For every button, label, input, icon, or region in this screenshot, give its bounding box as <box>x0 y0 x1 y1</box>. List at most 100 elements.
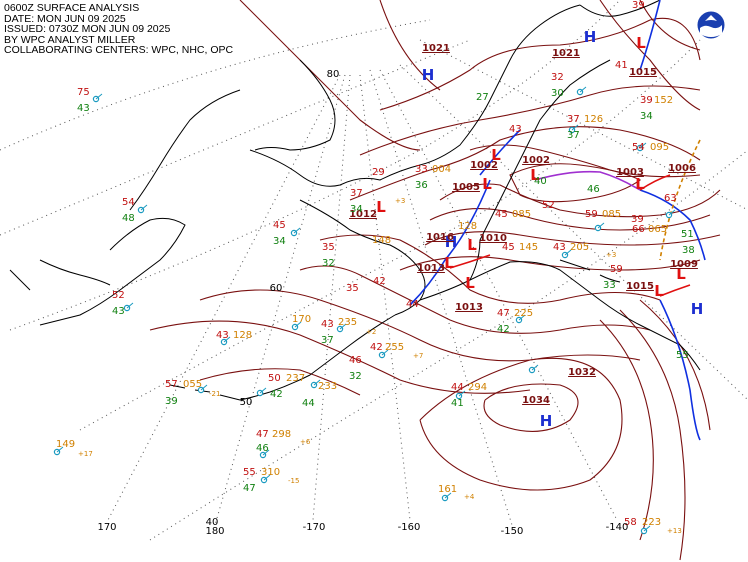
header-title: 0600Z SURFACE ANALYSIS <box>4 2 140 14</box>
station-dewpoint: 42 <box>270 389 283 400</box>
header-issued: ISSUED: 0730Z MON JUN 09 2025 <box>4 23 171 35</box>
observations-layer: 75 54 52 45 35 37 29 33 35 42 43 43 46 42 57 50 47 55 44 47… <box>56 0 695 535</box>
central-pressure-label: 1013 <box>455 302 483 313</box>
station-temperature: 46 <box>349 355 362 366</box>
station-dewpoint: 32 <box>322 258 335 269</box>
station-pressure: 225 <box>514 308 533 319</box>
station-pressure: 237 <box>286 373 305 384</box>
station-temperature: 63 <box>664 193 677 204</box>
station-dewpoint: 34 <box>350 204 363 215</box>
station-pressure: 055 <box>183 379 202 390</box>
central-pressure-label: 1009 <box>670 259 698 270</box>
low-pressure-center: L <box>676 265 686 283</box>
header-analyst: BY WPC ANALYST MILLER <box>4 33 136 46</box>
wind-barb <box>564 249 572 256</box>
grid-coordinate-label: -170 <box>303 522 326 533</box>
station-dewpoint: 41 <box>451 398 464 409</box>
station-pressure: 152 <box>654 95 673 106</box>
central-pressure-label: 1015 <box>629 67 657 78</box>
station-temperature: 39 <box>640 95 653 106</box>
cold-front <box>409 179 491 306</box>
station-pressure: 298 <box>272 429 291 440</box>
wind-barb <box>518 314 526 321</box>
high-pressure-center: H <box>445 233 458 251</box>
station-temperature: 39 <box>632 0 645 11</box>
station-dewpoint: 51 <box>681 229 694 240</box>
wind-barb <box>531 364 539 371</box>
warm-front <box>449 254 491 269</box>
station-temperature: 35 <box>322 242 335 253</box>
high-pressure-center: H <box>584 28 597 46</box>
station-dewpoint: 44 <box>302 398 315 409</box>
grid-labels-layer: 80 60 50 40 170 180 -170 -160 -150 -140 <box>97 69 628 537</box>
header-date: DATE: MON JUN 09 2025 <box>4 12 126 25</box>
wind-barb <box>263 474 271 481</box>
station-dewpoint: 30 <box>551 88 564 99</box>
station-pressure: 128 <box>233 330 252 341</box>
grid-coordinate-label: -150 <box>501 526 524 537</box>
station-temperature: 42 <box>370 342 383 353</box>
central-pressure-label: 1015 <box>626 281 654 292</box>
cold-front <box>639 189 706 261</box>
grid-coordinate-label: 80 <box>327 69 340 80</box>
station-temperature: 37 <box>567 114 580 125</box>
station-pressure: 310 <box>261 467 280 478</box>
wind-barb <box>200 384 208 391</box>
pressure-labels-layer: 1021 1021 1015 1002 1002 1005 1003 1006 1012 1016… <box>349 43 698 406</box>
occluded-front <box>534 170 641 191</box>
station-temperature: 54 <box>122 197 135 208</box>
station-temperature: 43 <box>216 330 229 341</box>
pressure-tendency: +6 <box>300 438 311 446</box>
station-dewpoint: 55 <box>676 350 689 361</box>
station-dewpoint: 34 <box>640 111 653 122</box>
grid-coordinate-label: -140 <box>606 522 629 533</box>
station-pressure: 235 <box>338 317 357 328</box>
station-pressure: 145 <box>519 242 538 253</box>
station-pressure: 294 <box>468 382 487 393</box>
station-temperature: 58 <box>624 517 637 528</box>
station-dewpoint: 27 <box>476 92 489 103</box>
station-temperature: 59 <box>610 264 623 275</box>
station-pressure: 126 <box>584 114 603 125</box>
wind-barb <box>140 204 148 211</box>
station-dewpoint: 39 <box>165 396 178 407</box>
station-dewpoint: 47 <box>243 483 256 494</box>
station-temperature: 43 <box>321 319 334 330</box>
warm-front <box>659 284 691 297</box>
wind-barb <box>95 93 103 100</box>
central-pressure-label: 1013 <box>417 263 445 274</box>
station-temperature: 42 <box>373 276 386 287</box>
wind-barb <box>293 227 301 234</box>
station-pressure: 170 <box>292 314 311 325</box>
station-dewpoint: 34 <box>273 236 286 247</box>
kamchatka-coast <box>39 217 186 326</box>
station-temperature: 47 <box>497 308 510 319</box>
stations-layer <box>53 86 676 535</box>
low-pressure-center: L <box>636 34 646 52</box>
station-dewpoint: 32 <box>349 371 362 382</box>
station-temperature: 55 <box>243 467 256 478</box>
central-pressure-label: 1002 <box>522 155 550 166</box>
cold-front <box>639 0 661 71</box>
coastlines <box>9 0 701 401</box>
trough <box>659 139 701 261</box>
station-dewpoint: 33 <box>603 280 616 291</box>
station-pressure: 255 <box>385 342 404 353</box>
station-temperature: 57 <box>165 379 178 390</box>
wind-barb <box>294 321 302 328</box>
wind-barb <box>668 209 676 216</box>
station-temperature: 41 <box>615 60 628 71</box>
station-dewpoint: 43 <box>112 306 125 317</box>
station-temperature: 54 <box>632 142 645 153</box>
station-pressure: 004 <box>432 164 451 175</box>
station-temperature: 29 <box>372 167 385 178</box>
wind-barb <box>56 446 64 453</box>
station-pressure: 085 <box>512 209 531 220</box>
station-temperature: 59 <box>585 209 598 220</box>
wind-barb <box>597 222 605 229</box>
pressure-tendency: +13 <box>667 527 682 535</box>
station-dewpoint: 36 <box>415 180 428 191</box>
low-pressure-center: L <box>635 175 645 193</box>
grid-coordinate-label: 180 <box>205 526 224 537</box>
